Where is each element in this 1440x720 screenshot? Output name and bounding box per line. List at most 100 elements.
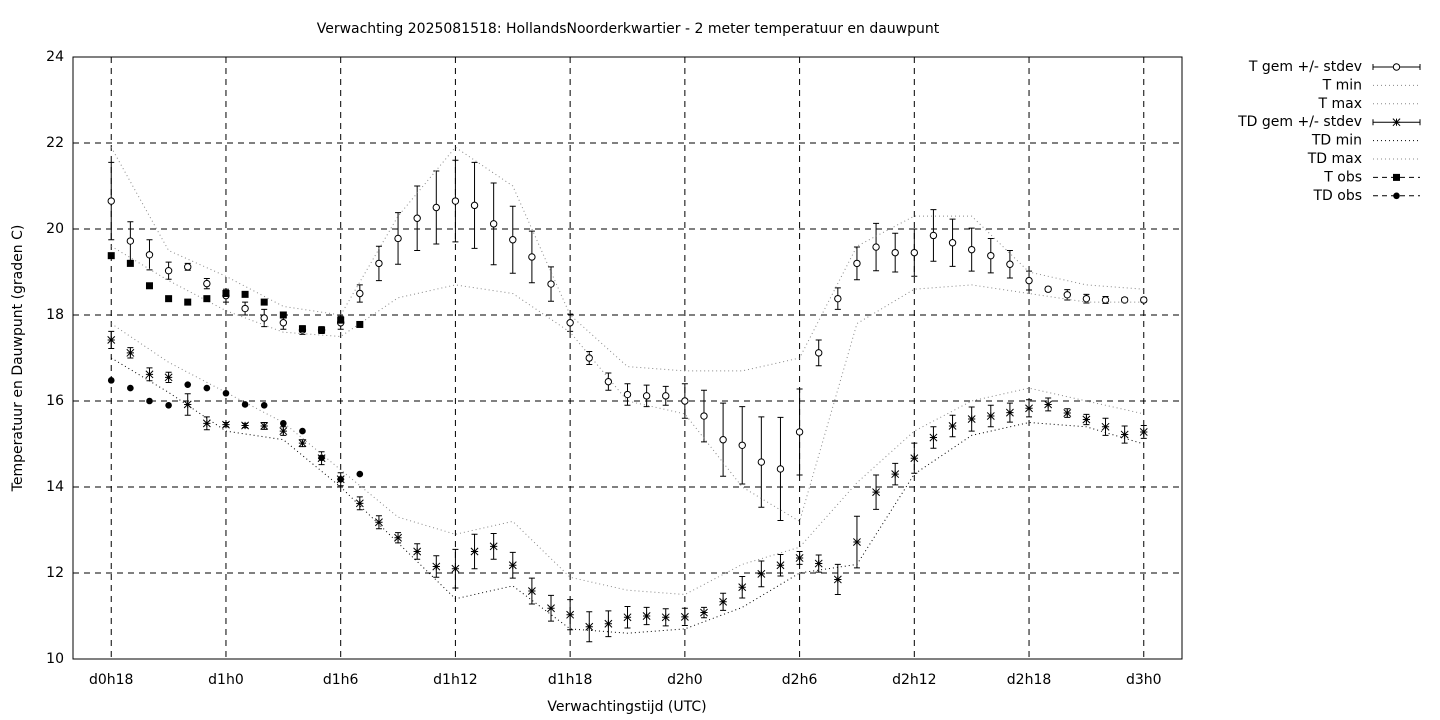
legend-label: TD obs [1312,188,1362,204]
marker [719,436,727,444]
marker [891,248,899,257]
marker [508,561,517,570]
marker [1082,415,1091,424]
marker [700,412,708,420]
marker [107,335,116,344]
marker [107,252,115,260]
marker [872,243,880,251]
x-tick-label: d2h18 [1007,672,1051,688]
marker [222,420,230,429]
marker [241,421,250,430]
marker [260,314,268,322]
marker [489,542,498,551]
y-tick-label: 22 [46,135,64,151]
legend-label: TD max [1307,151,1362,167]
y-tick-label: 14 [46,479,64,495]
marker [394,533,403,542]
legend-label: TD gem +/- stdev [1237,114,1362,130]
x-tick-label: d1h0 [208,672,244,688]
marker [776,465,785,473]
marker [834,294,842,303]
marker [1044,285,1052,293]
marker [967,415,976,424]
marker [585,354,593,362]
marker [661,613,670,622]
legend-label: TD min [1311,133,1362,149]
legend-label: T max [1317,96,1362,112]
marker [489,220,498,228]
marker [948,239,957,247]
marker [738,583,747,592]
legend-sample [1372,118,1421,127]
marker [1393,192,1400,200]
marker [164,373,173,382]
marker [872,488,881,497]
marker [184,298,192,306]
marker [1005,408,1014,417]
marker [279,311,287,319]
marker [852,538,861,546]
marker [1101,422,1110,431]
marker [280,420,287,427]
marker [929,433,938,442]
marker [356,289,364,298]
marker [203,384,211,392]
marker [355,499,364,508]
marker [451,197,460,205]
marker [987,251,995,260]
marker [776,561,785,570]
marker [833,575,842,584]
marker [394,234,402,243]
x-tick-label: d1h12 [433,672,477,688]
marker [260,421,269,430]
marker [680,612,689,621]
marker [126,348,135,357]
marker [260,298,268,306]
marker [509,236,517,244]
legend-sample [1373,192,1420,200]
x-tick-label: d3h0 [1126,672,1162,688]
marker [757,569,766,578]
marker [470,201,479,210]
marker [814,559,823,568]
marker [470,547,479,556]
marker [642,392,651,400]
marker [318,454,325,462]
legend-label: T gem +/- stdev [1248,59,1362,75]
marker [1063,409,1072,417]
marker [527,587,536,596]
marker [566,319,574,327]
marker [413,214,421,222]
marker [1082,294,1091,303]
marker [948,421,957,430]
marker [165,295,173,303]
plot-frame [72,56,1183,660]
marker [260,402,268,409]
marker [107,377,115,384]
marker [623,390,632,399]
marker [1101,296,1110,304]
range-line [110,245,1144,523]
marker [967,245,976,254]
marker [145,251,154,259]
marker [910,248,919,257]
marker [126,259,134,267]
range-line [110,146,1144,372]
x-tick-label: d2h12 [892,672,936,688]
marker [1392,63,1401,71]
marker [413,547,422,556]
marker [547,280,555,288]
marker [1120,296,1129,304]
marker [432,562,441,571]
marker [375,259,383,268]
marker [528,253,536,261]
x-tick-label: d1h6 [323,672,359,688]
marker [432,203,440,212]
marker [1063,291,1071,299]
y-tick-label: 10 [46,651,64,667]
marker [146,397,153,405]
y-tick-label: 24 [46,49,64,65]
marker [1120,430,1129,439]
marker [719,597,728,606]
